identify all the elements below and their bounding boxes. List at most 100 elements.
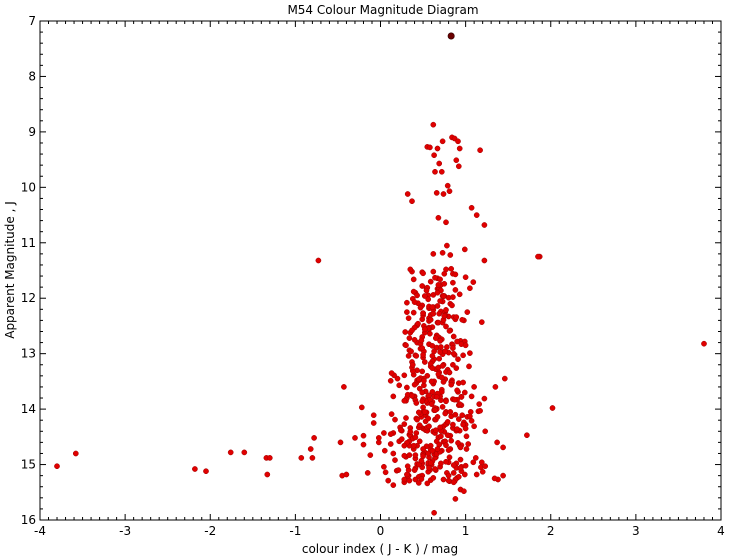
- data-point: [454, 426, 460, 432]
- data-point: [421, 293, 428, 299]
- data-point: [455, 356, 461, 363]
- data-point: [459, 316, 466, 323]
- data-point: [446, 369, 453, 376]
- data-point: [412, 452, 419, 458]
- data-point: [447, 252, 454, 258]
- data-point: [453, 365, 460, 371]
- data-point: [445, 472, 452, 479]
- data-point: [452, 271, 459, 278]
- data-point: [478, 319, 485, 325]
- data-point: [449, 302, 455, 309]
- data-point: [410, 442, 417, 449]
- data-point: [437, 276, 443, 283]
- data-point: [433, 190, 440, 196]
- data-point: [471, 384, 477, 390]
- data-point: [427, 144, 433, 151]
- data-point: [435, 282, 442, 288]
- data-point: [311, 435, 317, 441]
- data-point: [452, 287, 459, 293]
- data-point: [415, 320, 421, 327]
- data-point: [203, 468, 209, 475]
- data-point: [448, 437, 455, 444]
- x-tick-label: 3: [632, 524, 640, 538]
- data-point: [435, 371, 442, 378]
- data-point: [426, 392, 432, 399]
- data-point: [427, 278, 434, 285]
- data-point: [436, 310, 443, 317]
- data-point: [429, 389, 436, 395]
- plot-frame: [39, 20, 722, 521]
- data-point: [264, 471, 271, 478]
- data-point: [392, 457, 398, 463]
- data-point: [462, 274, 469, 281]
- data-point: [468, 204, 475, 211]
- data-point: [390, 450, 397, 457]
- data-point: [435, 214, 442, 221]
- data-point: [441, 313, 448, 319]
- data-point: [424, 480, 431, 487]
- data-point: [462, 425, 469, 432]
- data-point: [432, 168, 438, 175]
- data-point: [441, 280, 448, 287]
- data-point: [407, 266, 414, 273]
- data-point: [491, 475, 498, 482]
- data-point: [434, 145, 441, 152]
- data-point: [438, 433, 444, 440]
- data-point: [477, 407, 483, 414]
- data-point: [479, 468, 486, 475]
- data-point: [473, 471, 480, 478]
- data-point: [478, 459, 485, 466]
- data-point: [390, 482, 397, 488]
- data-point: [409, 392, 415, 399]
- x-tick-label: 1: [462, 524, 470, 538]
- data-point: [463, 433, 470, 440]
- data-point: [431, 152, 437, 159]
- data-point: [404, 471, 410, 478]
- data-point: [443, 219, 449, 226]
- data-point: [425, 296, 432, 303]
- data-point: [443, 323, 449, 330]
- data-point: [404, 463, 411, 470]
- data-point: [443, 398, 449, 405]
- data-point: [455, 163, 462, 170]
- data-point: [464, 309, 471, 315]
- data-point: [343, 471, 350, 478]
- data-point: [438, 460, 444, 467]
- data-point: [415, 480, 422, 486]
- data-point: [457, 465, 464, 472]
- data-point: [394, 375, 401, 382]
- data-point: [432, 427, 439, 434]
- data-point: [401, 397, 408, 404]
- data-point: [440, 476, 447, 483]
- data-point: [462, 342, 469, 349]
- data-point: [429, 447, 436, 454]
- data-point: [443, 458, 449, 465]
- data-point: [370, 420, 377, 426]
- data-point: [406, 477, 413, 484]
- y-tick-label: 14: [21, 402, 36, 416]
- data-point: [429, 304, 436, 310]
- data-point: [440, 293, 447, 299]
- data-point: [450, 345, 456, 351]
- data-point: [315, 257, 322, 264]
- data-point: [387, 431, 394, 437]
- data-point: [482, 428, 489, 435]
- data-point: [367, 452, 374, 458]
- data-point: [425, 450, 432, 457]
- data-point: [524, 432, 530, 439]
- data-point: [341, 384, 347, 390]
- data-point: [452, 411, 459, 418]
- data-point: [390, 393, 397, 400]
- data-point: [412, 476, 419, 483]
- data-point: [370, 412, 377, 419]
- data-point: [447, 409, 454, 415]
- data-point: [450, 333, 457, 340]
- data-point: [461, 246, 468, 253]
- data-point: [409, 198, 415, 205]
- data-point: [410, 276, 417, 283]
- data-point: [416, 438, 423, 445]
- data-point: [443, 307, 449, 313]
- data-point: [446, 188, 453, 195]
- data-point: [428, 378, 435, 385]
